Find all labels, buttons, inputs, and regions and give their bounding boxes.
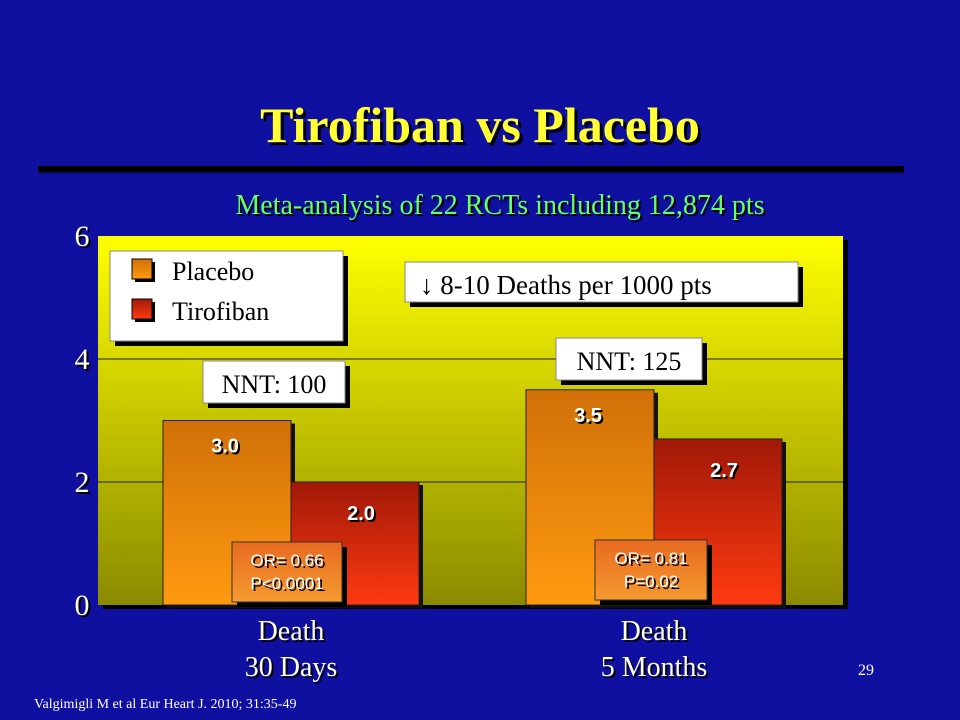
svg-text:P=0.02: P=0.02: [626, 574, 680, 593]
svg-text:P<0.0001: P<0.0001: [252, 576, 325, 595]
odds-ratio-box: [594, 539, 712, 605]
legend-label: Placebo: [172, 257, 254, 286]
deaths-note: ↓ 8-10 Deaths per 1000 pts: [420, 270, 712, 300]
title-divider: [38, 166, 904, 174]
legend-swatch: [131, 258, 153, 280]
svg-text:4: 4: [75, 343, 90, 376]
svg-text:30 Days: 30 Days: [247, 654, 340, 685]
svg-text:6: 6: [75, 220, 90, 253]
odds-ratio-box: [231, 541, 347, 607]
svg-text:5 Months: 5 Months: [601, 652, 708, 683]
svg-text:OR= 0.66: OR= 0.66: [252, 553, 325, 572]
y-tick-label: 22: [75, 466, 92, 501]
svg-text:5 Months: 5 Months: [603, 654, 710, 685]
y-tick-label: 44: [75, 343, 92, 378]
y-tick-label: 66: [75, 220, 92, 255]
svg-text:3.5: 3.5: [576, 407, 604, 429]
svg-text:Death: Death: [623, 618, 690, 649]
svg-text:2.0: 2.0: [349, 505, 377, 527]
svg-text:6: 6: [77, 222, 92, 255]
data-label: 3.53.5: [574, 405, 604, 429]
data-label: 2.02.0: [347, 503, 377, 527]
svg-text:Death: Death: [621, 616, 688, 647]
svg-text:3.0: 3.0: [211, 436, 239, 458]
legend-swatch: [131, 298, 153, 320]
svg-text:2.7: 2.7: [710, 460, 738, 482]
svg-text:0: 0: [77, 591, 92, 624]
page-number: 29: [858, 662, 874, 679]
nnt-box: [555, 337, 707, 385]
nnt-label: NNT: 125: [577, 347, 682, 376]
svg-text:OR= 0.81: OR= 0.81: [616, 551, 689, 570]
svg-text:2: 2: [77, 468, 92, 501]
nnt-label: NNT: 100: [222, 370, 327, 399]
svg-text:2.7: 2.7: [712, 462, 740, 484]
svg-text:4: 4: [77, 345, 92, 378]
svg-text:2.0: 2.0: [347, 503, 375, 525]
legend: [109, 250, 348, 346]
svg-text:30 Days: 30 Days: [245, 652, 338, 683]
data-label: 3.03.0: [211, 436, 241, 460]
svg-text:Death: Death: [258, 616, 325, 647]
svg-text:0: 0: [75, 589, 90, 622]
slide-subtitle: Meta-analysis of 22 RCTs including 12,87…: [235, 190, 765, 221]
svg-text:OR= 0.66: OR= 0.66: [250, 551, 323, 570]
svg-text:P=0.02: P=0.02: [624, 572, 678, 591]
nnt-box: [202, 360, 350, 408]
svg-text:P<0.0001: P<0.0001: [250, 574, 323, 593]
svg-text:2: 2: [75, 466, 90, 499]
svg-text:3.5: 3.5: [574, 405, 602, 427]
data-label: 2.72.7: [710, 460, 740, 484]
odds-ratio-text: P=0.02P=0.02: [624, 572, 680, 593]
svg-text:3.0: 3.0: [213, 438, 241, 460]
y-tick-label: 00: [75, 589, 92, 624]
svg-text:Death: Death: [260, 618, 327, 649]
svg-text:OR= 0.81: OR= 0.81: [614, 549, 687, 568]
citation: Valgimigli M et al Eur Heart J. 2010; 31…: [34, 697, 297, 712]
legend-label: Tirofiban: [172, 297, 269, 326]
slide-title: Tirofiban vs Placebo: [260, 97, 700, 153]
deaths-note-box: [404, 261, 803, 307]
